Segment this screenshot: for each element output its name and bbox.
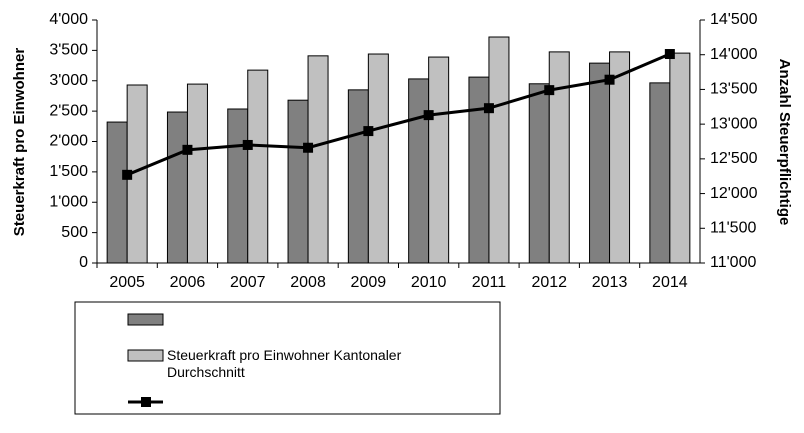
bar (428, 56, 450, 264)
x-tick-label: 2011 (472, 274, 507, 291)
y2-tick-label: 12'000 (710, 185, 758, 202)
bar (227, 108, 249, 264)
y-tick-label: 4'000 (49, 11, 88, 28)
y2-axis-label: Anzahl Steuerpflichtige (776, 59, 793, 226)
bar (488, 36, 510, 264)
bar (106, 121, 128, 264)
marker (182, 144, 193, 155)
bar (287, 99, 309, 264)
legend-swatch (127, 349, 164, 362)
bar (649, 82, 671, 264)
x-tick-label: 2007 (230, 274, 266, 291)
bar (307, 55, 329, 264)
bar (408, 78, 430, 264)
bar (367, 53, 389, 264)
y-tick-label: 2'000 (49, 133, 88, 150)
bar (166, 111, 188, 264)
marker (303, 142, 314, 153)
marker (604, 74, 615, 85)
y2-tick-label: 11'000 (710, 254, 756, 271)
y2-tick-label: 14'500 (710, 11, 758, 28)
y-axis-label: Steuerkraft pro Einwohner (11, 48, 28, 237)
x-tick-label: 2008 (290, 274, 326, 291)
y-tick-label: 3'000 (49, 72, 88, 89)
y-tick-label: 2'500 (49, 102, 88, 119)
marker (242, 139, 253, 150)
y2-tick-label: 11'500 (710, 220, 756, 237)
x-tick-label: 2009 (351, 274, 387, 291)
legend-label: Steuerkraft pro Einwohner Kantonaler Durc… (167, 347, 402, 380)
x-tick-label: 2005 (109, 274, 145, 291)
y2-tick-label: 13'000 (710, 115, 758, 132)
bar (669, 52, 691, 264)
legend-marker (141, 397, 151, 407)
legend-box (74, 301, 501, 415)
y-tick-label: 1'000 (49, 193, 88, 210)
x-tick-label: 2012 (531, 274, 567, 291)
marker (483, 103, 494, 114)
y-tick-label: 3'500 (49, 42, 88, 59)
y2-tick-label: 13'500 (710, 81, 758, 98)
bar (589, 62, 611, 264)
legend-swatch (127, 313, 164, 326)
x-tick-label: 2014 (652, 274, 688, 291)
bar (186, 83, 208, 264)
bar (609, 51, 631, 264)
marker (122, 169, 133, 180)
line (126, 52, 671, 177)
marker (423, 110, 434, 121)
marker (664, 49, 675, 60)
y-tick-label: 0 (79, 254, 88, 271)
x-tick-label: 2010 (411, 274, 447, 291)
bar (247, 69, 269, 264)
bar (347, 89, 369, 264)
x-tick-label: 2013 (592, 274, 628, 291)
bar (548, 51, 570, 264)
y2-tick-label: 14'000 (710, 46, 758, 63)
bar (528, 83, 550, 264)
marker (363, 126, 374, 137)
y2-tick-label: 12'500 (710, 150, 758, 167)
y-tick-label: 500 (61, 224, 88, 241)
marker (544, 85, 555, 96)
x-tick-label: 2006 (170, 274, 206, 291)
y-tick-label: 1'500 (49, 163, 88, 180)
